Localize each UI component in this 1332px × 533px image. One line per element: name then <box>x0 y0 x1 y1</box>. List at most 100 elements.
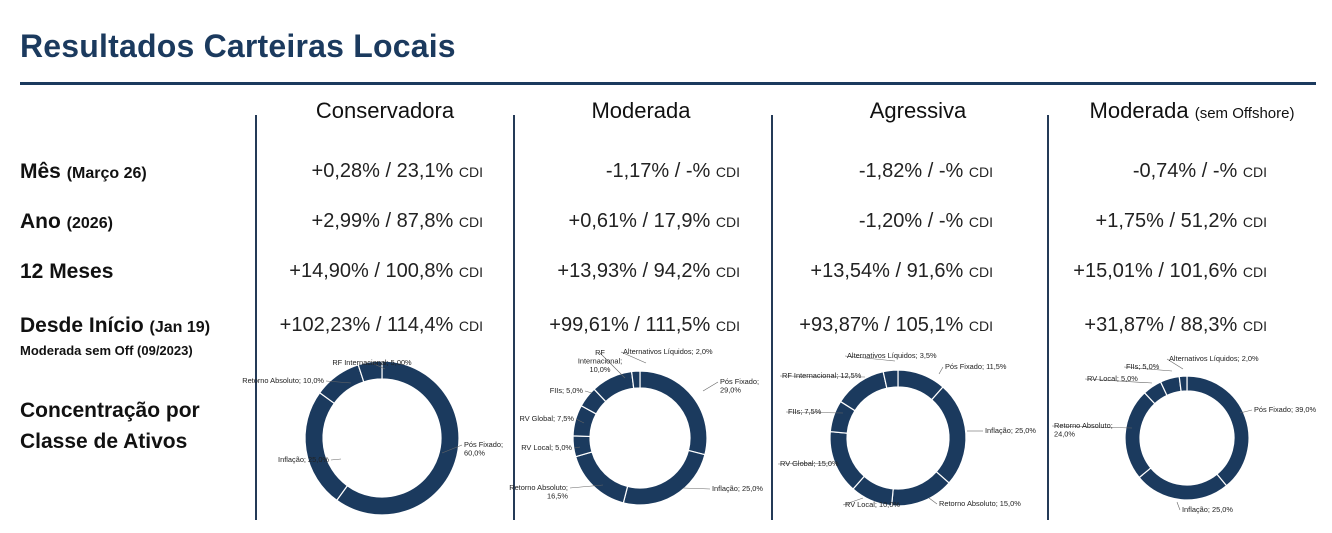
donut-slice <box>1178 375 1188 393</box>
slice-label: Pós Fixado; 11,5% <box>945 362 1007 371</box>
slice-label: RV Local; 5,0% <box>521 443 572 452</box>
leader-line <box>325 380 352 384</box>
donut-chart-moderada-sem-offshore: Pós Fixado; 39,0% Inflação; 25,0% Retorno … <box>1051 354 1316 514</box>
value-cell: +0,61% / 17,9% CDI <box>568 210 740 232</box>
donut-slice <box>357 360 383 383</box>
leader-line <box>938 366 944 375</box>
slice-label: Pós Fixado; 39,0% <box>1254 405 1316 414</box>
leader-line <box>1239 409 1253 414</box>
leader-line <box>682 487 711 490</box>
column-header-moderada-sem-offshore: Moderada (sem Offshore) <box>1089 98 1295 123</box>
column-header-sub: (sem Offshore) <box>1194 105 1295 122</box>
leader-line <box>785 411 844 414</box>
leader-line <box>575 418 585 424</box>
column-header-conservadora: Conservadora <box>315 98 455 123</box>
leader-line <box>844 355 896 362</box>
concentration-label: Concentração por Classe de Ativos <box>20 399 200 453</box>
column-divider <box>771 115 773 520</box>
value-cell: +13,93% / 94,2% CDI <box>557 260 740 282</box>
leader-line <box>584 390 593 394</box>
donut-slice <box>304 391 349 502</box>
page-title: Resultados Carteiras Locais <box>20 28 456 64</box>
leader-line <box>441 444 463 454</box>
donut-chart-moderada: Pós Fixado; 29,0% Inflação; 25,0% Retorno A… <box>509 347 763 506</box>
leader-line <box>599 352 626 379</box>
row-sublabel-moderada-sem-off: Moderada sem Off (09/2023) <box>20 343 193 358</box>
leader-line <box>330 458 342 461</box>
donut-slice <box>630 370 641 390</box>
value-cell: +0,28% / 23,1% CDI <box>311 160 483 182</box>
leader-line <box>1166 358 1184 370</box>
donut-slice <box>574 451 629 504</box>
row-label-desde-inicio: Desde Início (Jan 19) <box>20 314 211 337</box>
value-cell: +99,61% / 111,5% CDI <box>549 314 740 336</box>
slice-label: Inflação; 25,0% <box>712 484 763 493</box>
slice-label: Alternativos Líquidos; 3,5% <box>847 351 937 360</box>
slice-label: Inflação; 25,0% <box>278 455 329 464</box>
value-cell: +1,75% / 51,2% CDI <box>1095 210 1267 232</box>
slice-label: Pós Fixado; 29,0% <box>720 377 759 395</box>
donut-slice <box>930 386 967 484</box>
leader-line <box>1084 378 1153 384</box>
column-divider <box>1047 115 1049 520</box>
donut-chart-conservadora: Pós Fixado; 60,0% Inflação; 25,0% Retorno A… <box>242 358 503 516</box>
slice-label: Alternativos Líquidos; 2,0% <box>623 347 713 356</box>
slice-label: RV Global; 7,5% <box>519 414 574 423</box>
slice-label: Retorno Absoluto; 15,0% <box>939 499 1021 508</box>
row-label-ano: Ano (2026) <box>20 210 113 233</box>
slice-label: FIIs; 5,0% <box>550 386 584 395</box>
donut-slice <box>882 369 899 389</box>
value-cell: -0,74% / -% CDI <box>1132 160 1267 182</box>
slice-label: RF Internacional; 10,0% <box>578 348 622 374</box>
leader-line <box>573 446 581 449</box>
slice-label: Retorno Absoluto; 10,0% <box>242 376 324 385</box>
slice-label: Retorno Absoluto; 16,5% <box>509 483 568 501</box>
slice-label: Pós Fixado; 60,0% <box>464 440 503 458</box>
donut-slice <box>639 370 708 456</box>
value-cell: +13,54% / 91,6% CDI <box>810 260 993 282</box>
leader-line <box>1051 425 1133 429</box>
column-header-moderada: Moderada <box>591 98 691 123</box>
leader-line <box>928 497 938 505</box>
leader-line <box>842 497 864 506</box>
value-cell: +14,90% / 100,8% CDI <box>289 260 483 282</box>
slice-label: RF Internacional; 12,5% <box>782 371 862 380</box>
slice-label: RV Global; 15,0% <box>780 459 839 468</box>
leader-line <box>777 462 832 465</box>
column-divider <box>255 115 257 520</box>
slice-label: Alternativos Líquidos; 2,0% <box>1169 354 1259 363</box>
slice-label: FIIs; 5,0% <box>1126 362 1160 371</box>
row-label-mes: Mês (Março 26) <box>20 160 147 183</box>
value-cell: -1,20% / -% CDI <box>858 210 993 232</box>
leader-line <box>779 375 866 378</box>
donut-slice <box>318 364 365 405</box>
title-underline <box>20 82 1316 85</box>
value-cell: +93,87% / 105,1% CDI <box>799 314 993 336</box>
donut-slice <box>1124 391 1156 479</box>
slice-label: Retorno Absoluto; 24,0% <box>1054 421 1113 439</box>
leader-line <box>1176 501 1181 511</box>
leader-line <box>569 484 604 489</box>
slice-label: FIIs; 7,5% <box>788 407 822 416</box>
row-label-12-meses: 12 Meses <box>20 260 114 283</box>
value-cell: -1,17% / -% CDI <box>605 160 740 182</box>
slice-label: Inflação; 25,0% <box>1182 505 1233 514</box>
column-header-agressiva: Agressiva <box>869 98 967 123</box>
value-cell: -1,82% / -% CDI <box>858 160 993 182</box>
donut-chart-agressiva: Pós Fixado; 11,5% Inflação; 25,0% Retorno … <box>777 351 1036 509</box>
value-cell: +31,87% / 88,3% CDI <box>1084 314 1267 336</box>
donut-slice <box>1186 375 1250 487</box>
value-cell: +2,99% / 87,8% CDI <box>311 210 483 232</box>
slice-label: Inflação; 25,0% <box>985 426 1036 435</box>
value-cell: +15,01% / 101,6% CDI <box>1073 260 1267 282</box>
leader-line <box>1123 366 1173 372</box>
donut-slice <box>1138 467 1228 501</box>
leader-line <box>371 362 386 370</box>
column-divider <box>513 115 515 520</box>
slice-label: RV Local; 5,0% <box>1087 374 1138 383</box>
leader-line <box>702 381 719 392</box>
value-cell: +102,23% / 114,4% CDI <box>279 314 483 336</box>
leader-line <box>620 351 647 364</box>
slice-label: RV Local; 10,0% <box>845 500 900 509</box>
donut-slice <box>622 449 706 506</box>
